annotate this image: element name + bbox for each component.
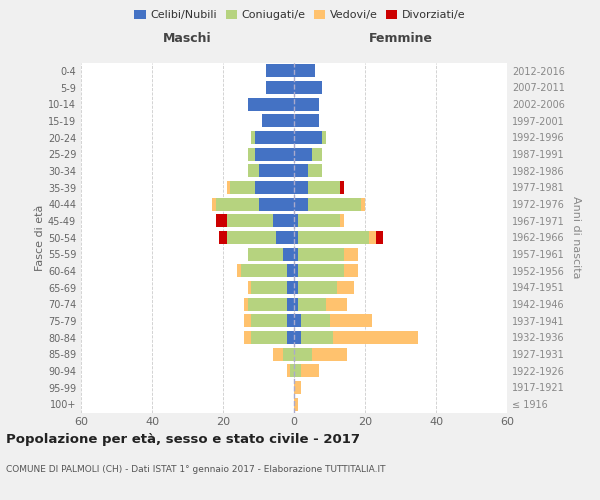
Bar <box>298 281 337 294</box>
Bar <box>244 298 248 310</box>
Bar <box>298 248 344 260</box>
Bar <box>230 181 255 194</box>
Bar <box>276 231 294 244</box>
Bar <box>290 364 294 378</box>
Bar <box>294 231 298 244</box>
Bar <box>255 148 294 160</box>
Bar <box>227 181 230 194</box>
Bar <box>248 164 259 177</box>
Bar <box>294 281 298 294</box>
Bar <box>248 248 283 260</box>
Bar <box>294 114 319 128</box>
Bar <box>294 98 319 110</box>
Bar <box>287 364 290 378</box>
Bar <box>273 348 283 360</box>
Bar <box>287 281 294 294</box>
Bar <box>244 314 251 328</box>
Bar <box>298 298 326 310</box>
Bar <box>368 231 376 244</box>
Bar <box>216 198 259 210</box>
Bar <box>241 264 287 278</box>
Text: Femmine: Femmine <box>368 32 433 45</box>
Bar <box>220 231 227 244</box>
Bar <box>259 198 294 210</box>
Bar <box>298 231 368 244</box>
Bar <box>227 231 276 244</box>
Bar <box>340 181 344 194</box>
Bar <box>294 64 316 78</box>
Bar <box>227 214 272 228</box>
Bar <box>308 164 322 177</box>
Bar <box>298 214 340 228</box>
Bar <box>294 331 301 344</box>
Bar <box>216 214 227 228</box>
Bar <box>312 148 322 160</box>
Bar <box>294 198 308 210</box>
Bar <box>255 181 294 194</box>
Bar <box>294 364 301 378</box>
Bar <box>312 348 347 360</box>
Bar <box>294 181 308 194</box>
Bar <box>294 164 308 177</box>
Bar <box>308 198 361 210</box>
Bar <box>262 114 294 128</box>
Bar <box>251 131 255 144</box>
Bar <box>248 98 294 110</box>
Bar <box>329 314 372 328</box>
Bar <box>298 264 344 278</box>
Bar <box>361 198 365 210</box>
Bar <box>337 281 355 294</box>
Bar <box>248 148 255 160</box>
Bar <box>294 81 322 94</box>
Bar <box>237 264 241 278</box>
Bar <box>322 131 326 144</box>
Bar <box>294 314 301 328</box>
Bar <box>376 231 383 244</box>
Bar <box>287 298 294 310</box>
Text: Popolazione per età, sesso e stato civile - 2017: Popolazione per età, sesso e stato civil… <box>6 432 360 446</box>
Bar <box>294 381 301 394</box>
Bar <box>294 398 298 410</box>
Bar <box>287 314 294 328</box>
Bar <box>266 81 294 94</box>
Bar <box>283 348 294 360</box>
Bar <box>294 298 298 310</box>
Bar <box>308 181 340 194</box>
Bar <box>294 148 312 160</box>
Bar <box>272 214 294 228</box>
Bar <box>259 164 294 177</box>
Bar <box>248 298 287 310</box>
Bar <box>294 348 312 360</box>
Bar <box>287 264 294 278</box>
Bar <box>244 331 251 344</box>
Bar <box>294 214 298 228</box>
Bar <box>333 331 418 344</box>
Bar <box>255 131 294 144</box>
Text: COMUNE DI PALMOLI (CH) - Dati ISTAT 1° gennaio 2017 - Elaborazione TUTTITALIA.IT: COMUNE DI PALMOLI (CH) - Dati ISTAT 1° g… <box>6 465 386 474</box>
Bar <box>301 331 333 344</box>
Text: Maschi: Maschi <box>163 32 212 45</box>
Y-axis label: Anni di nascita: Anni di nascita <box>571 196 581 278</box>
Bar <box>294 131 322 144</box>
Bar <box>283 248 294 260</box>
Bar <box>294 248 298 260</box>
Y-axis label: Fasce di età: Fasce di età <box>35 204 45 270</box>
Legend: Celibi/Nubili, Coniugati/e, Vedovi/e, Divorziati/e: Celibi/Nubili, Coniugati/e, Vedovi/e, Di… <box>130 6 470 25</box>
Bar <box>251 314 287 328</box>
Bar <box>344 248 358 260</box>
Bar <box>266 64 294 78</box>
Bar <box>301 364 319 378</box>
Bar <box>248 281 251 294</box>
Bar <box>301 314 329 328</box>
Bar <box>251 331 287 344</box>
Bar <box>212 198 216 210</box>
Bar <box>344 264 358 278</box>
Bar <box>251 281 287 294</box>
Bar <box>326 298 347 310</box>
Bar <box>294 264 298 278</box>
Bar <box>287 331 294 344</box>
Bar <box>340 214 344 228</box>
